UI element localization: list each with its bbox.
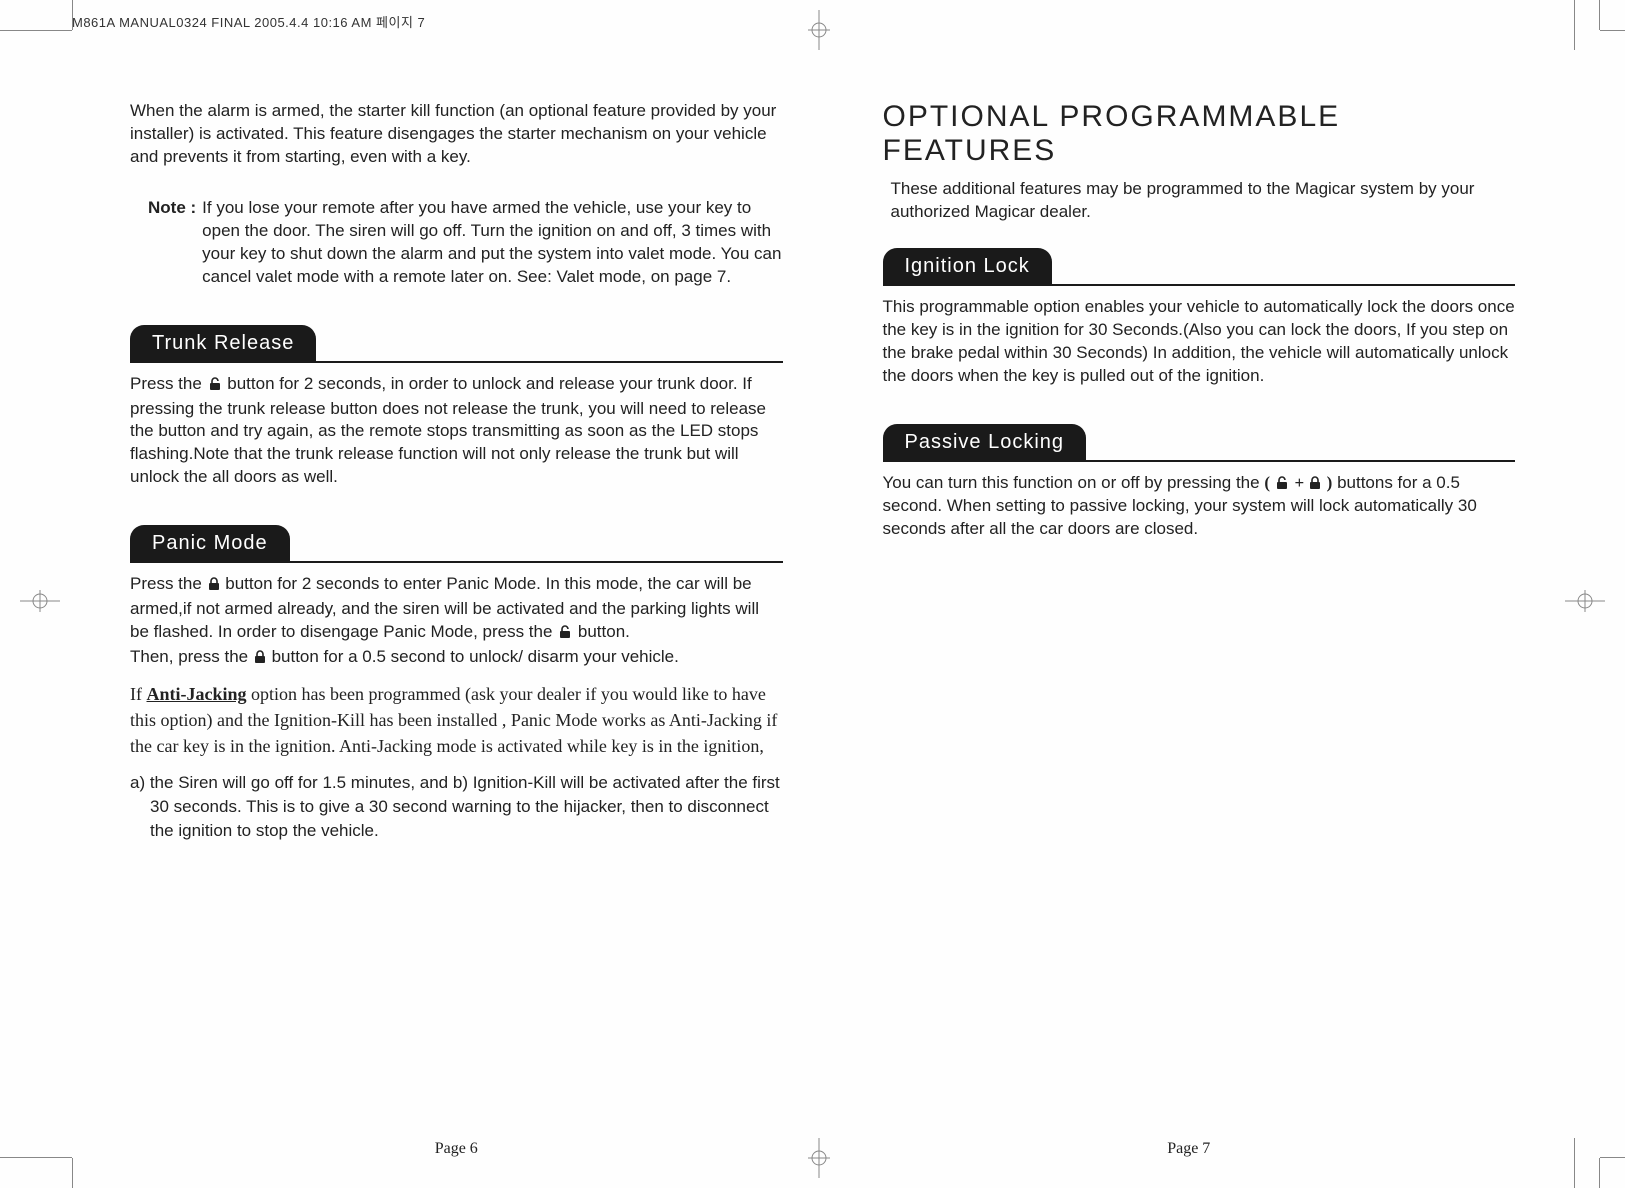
optional-features-title: OPTIONAL PROGRAMMABLE FEATURES: [883, 100, 1516, 168]
crop-mark: [1600, 1157, 1625, 1158]
page-number-right: Page 7: [1167, 1140, 1210, 1158]
text: button for 2 seconds to enter Panic Mode…: [130, 574, 759, 641]
registration-mark-right: [1565, 590, 1605, 612]
anti-jacking-label: Anti-Jacking: [147, 684, 247, 704]
section-header-ignition: Ignition Lock: [883, 248, 1516, 286]
print-header-info: M861A MANUAL0324 FINAL 2005.4.4 10:16 AM…: [72, 12, 425, 31]
page-left: When the alarm is armed, the starter kil…: [90, 100, 823, 1118]
crop-mark: [0, 1157, 72, 1158]
optional-features-subtitle: These additional features may be program…: [891, 178, 1516, 224]
page-right: OPTIONAL PROGRAMMABLE FEATURES These add…: [823, 100, 1556, 1118]
button-combo: ( + ): [1264, 473, 1332, 492]
lock-icon: [207, 575, 221, 598]
crop-mark: [72, 1158, 73, 1188]
crop-mark: [1574, 1138, 1575, 1188]
section-header-passive: Passive Locking: [883, 424, 1516, 462]
note-label: Note :: [148, 197, 196, 289]
text: This programmable option enables your ve…: [883, 296, 1516, 388]
section-header-panic: Panic Mode: [130, 525, 783, 563]
anti-jacking-paragraph: If Anti-Jacking option has been programm…: [130, 681, 783, 759]
note-body: If you lose your remote after you have a…: [202, 197, 782, 289]
text: You can turn this function on or off by …: [883, 473, 1265, 492]
crop-mark: [1599, 1158, 1600, 1188]
crop-mark: [0, 30, 72, 31]
note-block: Note : If you lose your remote after you…: [148, 197, 783, 289]
section-title: Ignition Lock: [883, 248, 1052, 285]
text: button for 2 seconds, in order to unlock…: [130, 374, 766, 487]
ignition-body: This programmable option enables your ve…: [883, 296, 1516, 388]
text: Then, press the: [130, 647, 253, 666]
text: button for a 0.5 second to unlock/ disar…: [267, 647, 679, 666]
section-header-trunk: Trunk Release: [130, 325, 783, 363]
page-number-left: Page 6: [435, 1140, 478, 1158]
crop-mark: [1599, 0, 1600, 30]
section-title: Panic Mode: [130, 525, 290, 562]
text: Press the: [130, 574, 207, 593]
passive-body: You can turn this function on or off by …: [883, 472, 1516, 541]
crop-mark: [1600, 30, 1625, 31]
registration-mark-top: [808, 10, 830, 50]
page-spread: When the alarm is armed, the starter kil…: [90, 100, 1555, 1118]
panic-list: a) the Siren will go off for 1.5 minutes…: [130, 771, 783, 842]
panic-body: Press the button for 2 seconds to enter …: [130, 573, 783, 842]
section-title: Trunk Release: [130, 325, 316, 362]
lock-icon: [253, 648, 267, 671]
intro-paragraph: When the alarm is armed, the starter kil…: [130, 100, 783, 169]
registration-mark-bottom: [808, 1138, 830, 1178]
text: If: [130, 684, 147, 704]
section-title: Passive Locking: [883, 424, 1087, 461]
unlock-icon: [557, 623, 573, 646]
registration-mark-left: [20, 590, 60, 612]
text: Press the: [130, 374, 207, 393]
text: button.: [573, 622, 630, 641]
crop-mark: [1574, 0, 1575, 50]
trunk-body: Press the button for 2 seconds, in order…: [130, 373, 783, 490]
unlock-icon: [207, 375, 223, 398]
